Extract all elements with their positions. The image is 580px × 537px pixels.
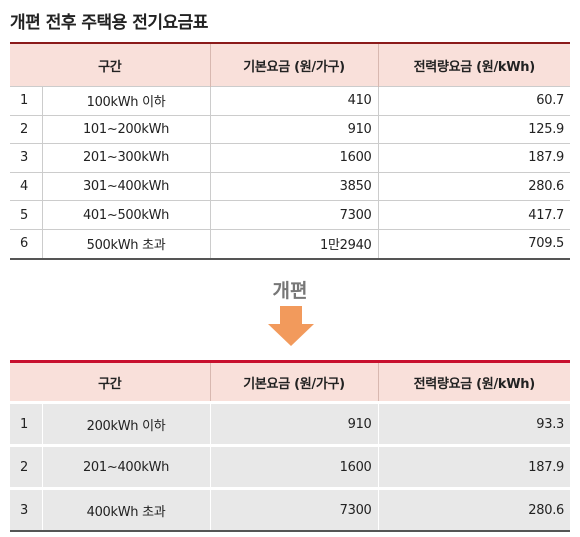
row: 4 301~400kWh 3850 280.6 xyxy=(10,171,571,201)
cell: 2 xyxy=(10,445,42,490)
cell: 7300 xyxy=(209,200,379,230)
cell: 400kWh 초과 xyxy=(41,488,211,531)
arrow xyxy=(268,306,314,346)
cell: 187.9 xyxy=(377,143,571,173)
table-after: 구간 기본요금 (원/가구) 전력량요금 (원/kWh) 1 200kWh 이하 910 9… xyxy=(10,360,571,532)
row: 5 401~500kWh 7300 417.7 xyxy=(10,200,571,230)
title: 개편 전후 주택용 전기요금표 xyxy=(10,13,208,33)
cell: 100kWh 이하 xyxy=(41,86,211,116)
cell: 5 xyxy=(10,200,42,230)
cell: 910 xyxy=(209,402,379,447)
header-cell: 전력량요금 (원/kWh) xyxy=(377,361,571,404)
cell: 3 xyxy=(10,143,42,173)
cell: 1 xyxy=(10,402,42,447)
cell: 417.7 xyxy=(377,200,571,230)
cell: 7300 xyxy=(209,488,379,531)
header-cell: 기본요금 (원/가구) xyxy=(209,43,379,87)
cell: 1만2940 xyxy=(209,228,379,259)
header-row: 구간 기본요금 (원/가구) 전력량요금 (원/kWh) xyxy=(10,361,571,404)
cell: 200kWh 이하 xyxy=(41,402,211,447)
row: 1 100kWh 이하 410 60.7 xyxy=(10,86,571,116)
cell: 1600 xyxy=(209,445,379,490)
cell: 280.6 xyxy=(377,488,571,531)
cell: 201~400kWh xyxy=(41,445,211,490)
cell: 187.9 xyxy=(377,445,571,490)
cell: 301~400kWh xyxy=(41,171,211,201)
table-before: 구간 기본요금 (원/가구) 전력량요금 (원/kWh) 1 100kWh 이하 410 6… xyxy=(10,42,571,260)
row: 2 101~200kWh 910 125.9 xyxy=(10,114,571,144)
cell: 910 xyxy=(209,114,379,144)
cell: 2 xyxy=(10,114,42,144)
cell: 201~300kWh xyxy=(41,143,211,173)
row: 3 400kWh 초과 7300 280.6 xyxy=(10,488,571,531)
header-cell: 기본요금 (원/가구) xyxy=(209,361,379,404)
cell: 280.6 xyxy=(377,171,571,201)
cell: 1 xyxy=(10,86,42,116)
cell: 125.9 xyxy=(377,114,571,144)
cell: 101~200kWh xyxy=(41,114,211,144)
header-cell: 구간 xyxy=(10,361,211,404)
cell: 93.3 xyxy=(377,402,571,447)
cell: 401~500kWh xyxy=(41,200,211,230)
arrow-label: 개편 xyxy=(272,280,308,302)
cell: 3850 xyxy=(209,171,379,201)
cell: 1600 xyxy=(209,143,379,173)
cell: 500kWh 초과 xyxy=(41,228,211,259)
header-cell: 전력량요금 (원/kWh) xyxy=(377,43,571,87)
cell: 60.7 xyxy=(377,86,571,116)
cell: 410 xyxy=(209,86,379,116)
header-cell: 구간 xyxy=(10,43,211,87)
row: 2 201~400kWh 1600 187.9 xyxy=(10,445,571,490)
row: 3 201~300kWh 1600 187.9 xyxy=(10,143,571,173)
row: 1 200kWh 이하 910 93.3 xyxy=(10,402,571,447)
header-row: 구간 기본요금 (원/가구) 전력량요금 (원/kWh) xyxy=(10,43,571,87)
cell: 6 xyxy=(10,228,42,259)
cell: 4 xyxy=(10,171,42,201)
row: 6 500kWh 초과 1만2940 709.5 xyxy=(10,228,571,259)
cell: 709.5 xyxy=(377,228,571,259)
cell: 3 xyxy=(10,488,42,531)
